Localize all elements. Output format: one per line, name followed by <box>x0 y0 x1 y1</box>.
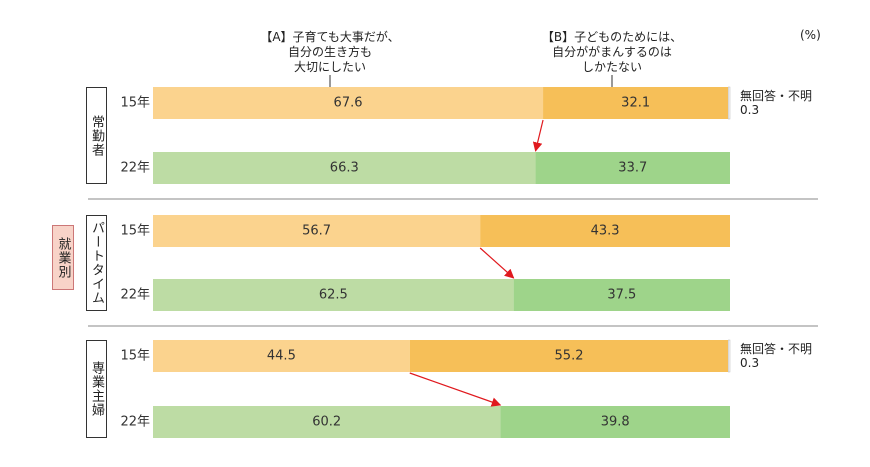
value-label: 67.6 <box>334 96 363 111</box>
change-arrow <box>409 372 502 407</box>
category-label: 22年 <box>120 161 150 176</box>
value-label: 43.3 <box>591 224 620 239</box>
bar-segment <box>535 152 730 184</box>
unit-label: (%) <box>800 28 821 42</box>
group-label: 常勤者 <box>86 87 107 184</box>
series-header: 【A】子育ても大事だが、 自分の生き方も 大切にしたい <box>260 30 400 74</box>
bar-segment <box>153 340 410 372</box>
bar-segment <box>153 406 501 438</box>
series-header: 【B】子どものためには、 自分ががまんするのは しかたない <box>541 30 683 74</box>
value-label: 39.8 <box>601 415 630 430</box>
category-label: 15年 <box>120 96 150 111</box>
category-label: 15年 <box>120 224 150 239</box>
value-label: 44.5 <box>267 349 296 364</box>
value-label: 62.5 <box>319 288 348 303</box>
value-label: 37.5 <box>607 288 636 303</box>
bar-segment <box>153 279 514 311</box>
value-label: 66.3 <box>330 161 359 176</box>
value-label-name: 無回答・不明 <box>740 342 813 356</box>
bar-segment <box>728 86 731 120</box>
value-label: 60.2 <box>312 415 341 430</box>
bar-segment <box>153 215 481 247</box>
value-label: 56.7 <box>302 224 331 239</box>
category-label: 22年 <box>120 288 150 303</box>
group-label: 専業主婦 <box>86 340 107 438</box>
bar-segment <box>153 152 536 184</box>
value-label: 32.1 <box>621 96 650 111</box>
bar-segment <box>513 279 730 311</box>
category-label: 15年 <box>120 349 150 364</box>
group-label: パートタイム <box>86 215 107 311</box>
bar-segment <box>728 339 731 373</box>
bar-segment <box>500 406 730 438</box>
change-arrow <box>532 119 544 152</box>
value-label: 0.3 <box>740 356 760 370</box>
change-arrow <box>479 247 515 279</box>
bar-segment <box>153 87 544 119</box>
value-label: 55.2 <box>555 349 584 364</box>
bar-segment <box>480 215 730 247</box>
value-label: 0.3 <box>740 103 760 117</box>
side-label: 就業別 <box>52 225 74 290</box>
bar-segment <box>543 87 729 119</box>
bar-segment <box>409 340 729 372</box>
value-label-name: 無回答・不明 <box>740 89 813 103</box>
value-label: 33.7 <box>618 161 647 176</box>
category-label: 22年 <box>120 415 150 430</box>
